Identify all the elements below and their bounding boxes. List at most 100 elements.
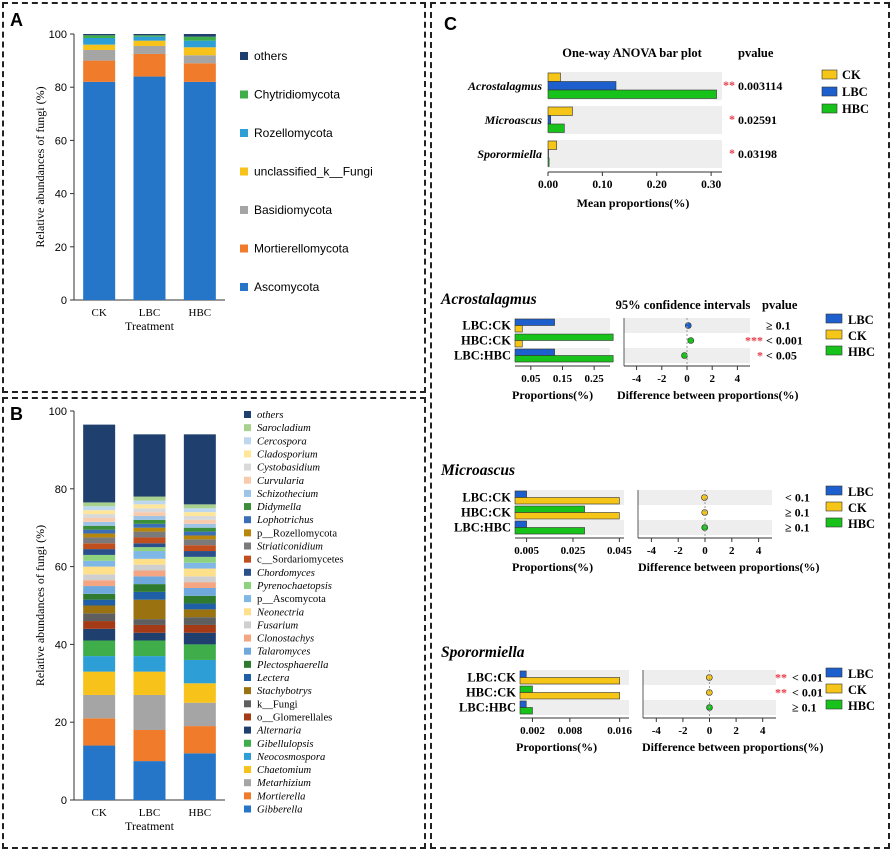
ci-sporormiella-stars: **: [775, 686, 787, 700]
chart-b-bar-segment: [133, 543, 166, 548]
chart-b-bar-segment: [83, 628, 116, 641]
ci-acrostalagmus-left-tick-label: 0.25: [585, 373, 605, 385]
ci-microascus-right-tick-label: 4: [756, 545, 762, 557]
anova-bar-hbc: [547, 157, 550, 167]
ci-acrostalagmus-comparison-label: LBC:CK: [462, 319, 511, 333]
chart-b-bar-segment: [183, 516, 216, 520]
ci-microascus-bar-ck: [514, 512, 620, 520]
ci-microascus-legend-swatch: [825, 501, 843, 512]
ci-acrostalagmus-xlabel-left: Proportions(%): [512, 388, 593, 402]
chart-b-bar-segment: [133, 504, 166, 509]
chart-b-bar-segment: [183, 576, 216, 583]
chart-b-legend-label: Didymella: [256, 502, 301, 513]
chart-b-bar-segment: [83, 586, 116, 594]
chart-b-legend-swatch: [244, 739, 251, 747]
ci-sporormiella-pvalue: < 0.01: [792, 671, 823, 685]
panel-b: [2, 397, 426, 849]
chart-a-bar-segment: [183, 36, 216, 41]
chart-b-bar-segment: [183, 508, 216, 513]
ci-microascus-diff-point: [701, 494, 708, 501]
chart-b-bar-segment: [133, 500, 166, 505]
chart-b-legend-swatch: [244, 450, 251, 458]
anova-xtick-label: 0.20: [647, 179, 667, 191]
anova-row-label: Sporormiella: [477, 147, 542, 161]
chart-b-bar-segment: [83, 560, 116, 567]
chart-b-legend-label: k__Fungi: [257, 699, 298, 710]
chart-b-bar-segment: [133, 523, 166, 528]
ci-acrostalagmus-pvalue: < 0.001: [766, 334, 803, 348]
chart-a-bar-segment: [83, 44, 116, 50]
ci-microascus-xlabel-right: Difference between proportions(%): [638, 560, 820, 574]
anova-pvalue: 0.03198: [738, 147, 777, 161]
ci-acrostalagmus-pvalue: ≥ 0.1: [766, 319, 791, 333]
chart-a-bar-segment: [133, 40, 166, 46]
chart-b-bar-segment: [133, 496, 166, 501]
chart-b-legend-label: Alternaria: [256, 726, 301, 737]
chart-a-ytick-label: 40: [55, 189, 67, 201]
chart-b-bar-segment: [133, 694, 166, 730]
ci-sporormiella-pvalue: ≥ 0.1: [792, 701, 817, 715]
chart-b-bar-segment: [83, 537, 116, 544]
ci-sporormiella-bar-lbc: [519, 700, 527, 708]
chart-b-legend-swatch: [244, 792, 251, 800]
chart-b-bar-segment: [83, 543, 116, 550]
ci-microascus-comparison-label: LBC:HBC: [454, 521, 511, 535]
chart-a-bar-segment: [183, 47, 216, 56]
chart-b-bar-segment: [83, 593, 116, 600]
chart-b-category-label: LBC: [139, 807, 160, 819]
chart-b-legend-swatch: [244, 489, 251, 497]
chart-b-bar-segment: [183, 702, 216, 727]
chart-b-bar-segment: [183, 523, 216, 528]
chart-a-bar-segment: [83, 81, 116, 300]
chart-b-legend-swatch: [244, 674, 251, 681]
ci-sporormiella-bar-lbc: [519, 670, 527, 678]
chart-b-bar-segment: [83, 517, 116, 522]
chart-b-bar-segment: [133, 516, 166, 520]
chart-b-bar-segment: [183, 624, 216, 633]
ci-sporormiella-xlabel-left: Proportions(%): [516, 740, 597, 754]
ci-microascus-legend-label: HBC: [848, 517, 875, 531]
ci-sporormiella-comparison-label: HBC:CK: [466, 686, 516, 700]
chart-a-ytick-label: 20: [55, 242, 67, 254]
chart-b-bar-segment: [183, 535, 216, 540]
chart-b-legend-swatch: [244, 463, 251, 471]
chart-b-bar-segment: [133, 599, 166, 620]
ci-acrostalagmus-bar-hbc: [514, 333, 614, 341]
chart-a-category-label: LBC: [139, 307, 160, 319]
anova-legend-label: LBC: [842, 85, 868, 99]
chart-b-legend-swatch: [244, 568, 251, 576]
chart-b-bar-segment: [83, 549, 116, 555]
ci-acrostalagmus-bar-ck: [514, 340, 523, 348]
chart-b-bar-segment: [183, 556, 216, 563]
chart-b-legend-swatch: [244, 647, 251, 655]
ci-microascus-right-tick-label: 2: [729, 545, 735, 557]
ci-acrostalagmus-pvalue: < 0.05: [766, 349, 797, 363]
chart-a-bar-segment: [83, 37, 116, 45]
anova-xtick-label: 0.30: [701, 179, 721, 191]
anova-bar-hbc: [547, 123, 565, 133]
panel-c: [430, 2, 890, 849]
chart-b-ytick-label: 100: [49, 406, 67, 418]
chart-b-legend-label: Chaetomium: [257, 765, 311, 776]
chart-b-category-label: HBC: [189, 807, 212, 819]
ci-microascus-legend-swatch: [825, 517, 843, 528]
chart-b-bar-segment: [83, 566, 116, 575]
ci-sporormiella-bar-ck: [519, 677, 620, 685]
chart-b-bar-segment: [183, 568, 216, 577]
ci-acrostalagmus-diff-point: [687, 337, 695, 344]
ci-acrostalagmus-right-tick-label: -2: [657, 373, 667, 385]
ci-microascus-bar-lbc: [514, 490, 527, 498]
chart-b-legend-label: p__Ascomycota: [257, 594, 326, 605]
ci-microascus-bar-ck: [514, 497, 620, 505]
anova-row-label: Acrostalagmus: [467, 79, 542, 93]
anova-legend-label: CK: [842, 68, 861, 82]
chart-b-legend-label: Lophotrichus: [256, 515, 314, 526]
anova-title: One-way ANOVA bar plot: [562, 46, 702, 60]
ci-acrostalagmus-left-tick-label: 0.15: [553, 373, 573, 385]
chart-b-legend-swatch: [244, 503, 251, 511]
ci-acrostalagmus-legend-swatch: [825, 345, 843, 356]
chart-b-legend-label: p__Rozellomycota: [257, 528, 337, 539]
ci-sporormiella-bar-hbc: [519, 707, 533, 715]
ci-sporormiella-right-tick-label: 0: [707, 725, 713, 737]
